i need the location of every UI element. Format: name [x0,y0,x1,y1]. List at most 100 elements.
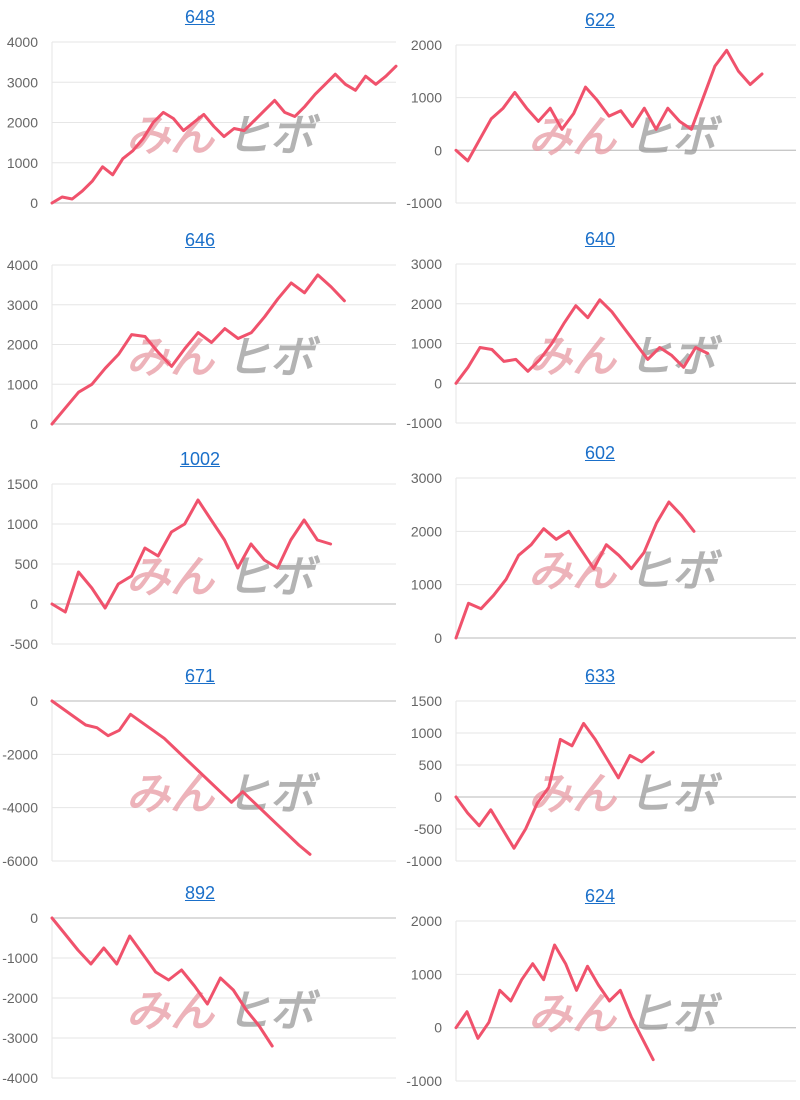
watermark-logo-part2: ヒボ [628,112,723,163]
y-tick-label: 1000 [7,155,38,171]
chart-panel-892: 892 -4000 -3000 -2000 -1000 0 みん ヒボ [0,878,400,1098]
chart-title-link[interactable]: 648 [184,7,216,27]
chart-svg: -1000 0 1000 2000 みん ヒボ [406,913,796,1089]
y-tick-label: 4000 [7,34,38,50]
watermark-logo-part1: みん [528,112,618,163]
y-tick-label: 1000 [411,336,442,352]
y-tick-label: 0 [434,1020,442,1036]
y-tick-label: 2000 [411,913,442,929]
y-tick-label: -4000 [2,800,38,816]
y-tick-label: 500 [15,556,39,572]
series-line [454,500,696,640]
watermark-logo-part2: ヒボ [226,333,321,384]
chart-title-link[interactable]: 602 [584,443,616,463]
y-tick-label: -1000 [406,415,442,431]
chart-panel-602: 602 0 1000 2000 3000 みん ヒボ [400,442,800,662]
y-tick-label: -500 [414,821,442,837]
y-tick-label: 0 [30,693,38,709]
watermark-logo-part2: ヒボ [226,552,321,603]
series-line [50,273,346,426]
y-tick-label: 1000 [411,725,442,741]
y-tick-label: 0 [30,910,38,926]
y-tick-label: -1000 [406,195,442,211]
chart-panel-648: 648 0 1000 2000 3000 4000 みん ヒボ [0,0,400,220]
chart-panel-622: 622 -1000 0 1000 2000 みん ヒボ [400,0,800,220]
y-tick-label: -4000 [2,1070,38,1086]
chart-title-link[interactable]: 640 [584,229,616,249]
chart-panel-640: 640 -1000 0 1000 2000 3000 みん ヒボ [400,222,800,442]
chart-svg: -1000 -500 0 500 1000 1500 みん ヒボ [406,693,796,869]
y-tick-label: 1500 [7,476,38,492]
y-tick-label: 1000 [411,577,442,593]
y-tick-label: 2000 [411,37,442,53]
y-tick-label: 0 [434,630,442,646]
series-line [50,916,274,1048]
chart-svg: -1000 0 1000 2000 みん ヒボ [406,37,796,211]
chart-svg: -500 0 500 1000 1500 みん ヒボ [7,476,396,652]
series-line [50,498,333,614]
watermark-logo-part1: みん [126,333,216,384]
watermark-logo-part2: ヒボ [628,769,723,820]
series-line [454,298,710,385]
watermark-logo-part1: みん [528,769,618,820]
y-tick-label: 0 [30,416,38,432]
chart-title-link[interactable]: 624 [584,886,616,906]
y-tick-label: 0 [434,789,442,805]
y-tick-label: 2000 [411,296,442,312]
y-tick-label: -3000 [2,1030,38,1046]
y-tick-label: 4000 [7,257,38,273]
y-tick-label: -1000 [406,853,442,869]
y-tick-label: 0 [434,375,442,391]
y-tick-label: 3000 [7,297,38,313]
y-tick-label: 1000 [411,90,442,106]
chart-title-link[interactable]: 633 [584,666,616,686]
y-tick-label: 3000 [411,256,442,272]
y-tick-label: 1000 [411,966,442,982]
y-tick-label: 2000 [411,523,442,539]
y-tick-label: 1000 [7,516,38,532]
watermark-logo-part1: みん [528,989,618,1040]
chart-svg: 0 1000 2000 3000 4000 みん ヒボ [7,257,396,432]
watermark-logo-part2: ヒボ [226,111,321,162]
y-tick-label: 2000 [7,115,38,131]
series-line [454,943,655,1062]
chart-title-link[interactable]: 622 [584,10,616,30]
y-tick-label: 0 [30,195,38,211]
series-line [454,721,655,850]
chart-title-link[interactable]: 671 [184,666,216,686]
chart-panel-633: 633 -1000 -500 0 500 1000 1500 みん ヒボ [400,660,800,880]
watermark-logo-part2: ヒボ [628,332,723,383]
y-tick-label: -1000 [406,1073,442,1089]
y-tick-label: 1500 [411,693,442,709]
y-tick-label: 500 [419,757,443,773]
y-tick-label: 0 [30,596,38,612]
series-line [454,48,764,163]
chart-panel-1002: 1002 -500 0 500 1000 1500 みん ヒボ [0,442,400,662]
chart-panel-671: 671 -6000 -4000 -2000 0 みん ヒボ [0,660,400,880]
watermark-logo-part1: みん [126,552,216,603]
chart-panel-646: 646 0 1000 2000 3000 4000 みん ヒボ [0,222,400,442]
watermark-logo-part2: ヒボ [226,986,321,1037]
chart-title-link[interactable]: 646 [184,230,216,250]
y-tick-label: 1000 [7,376,38,392]
chart-title-link[interactable]: 892 [184,883,216,903]
y-tick-label: -2000 [2,746,38,762]
y-tick-label: -2000 [2,990,38,1006]
watermark-logo-part1: みん [126,769,216,820]
y-tick-label: 3000 [411,470,442,486]
watermark-logo-part1: みん [126,986,216,1037]
chart-title-link[interactable]: 1002 [179,449,221,469]
watermark-logo-part2: ヒボ [628,989,723,1040]
chart-svg: -4000 -3000 -2000 -1000 0 みん ヒボ [2,910,396,1086]
watermark-logo-part1: みん [528,546,618,597]
y-tick-label: 2000 [7,337,38,353]
series-line [50,64,398,205]
series-line [50,699,312,856]
y-tick-label: -6000 [2,853,38,869]
y-tick-label: -1000 [2,950,38,966]
y-tick-label: -500 [10,636,38,652]
y-tick-label: 3000 [7,74,38,90]
